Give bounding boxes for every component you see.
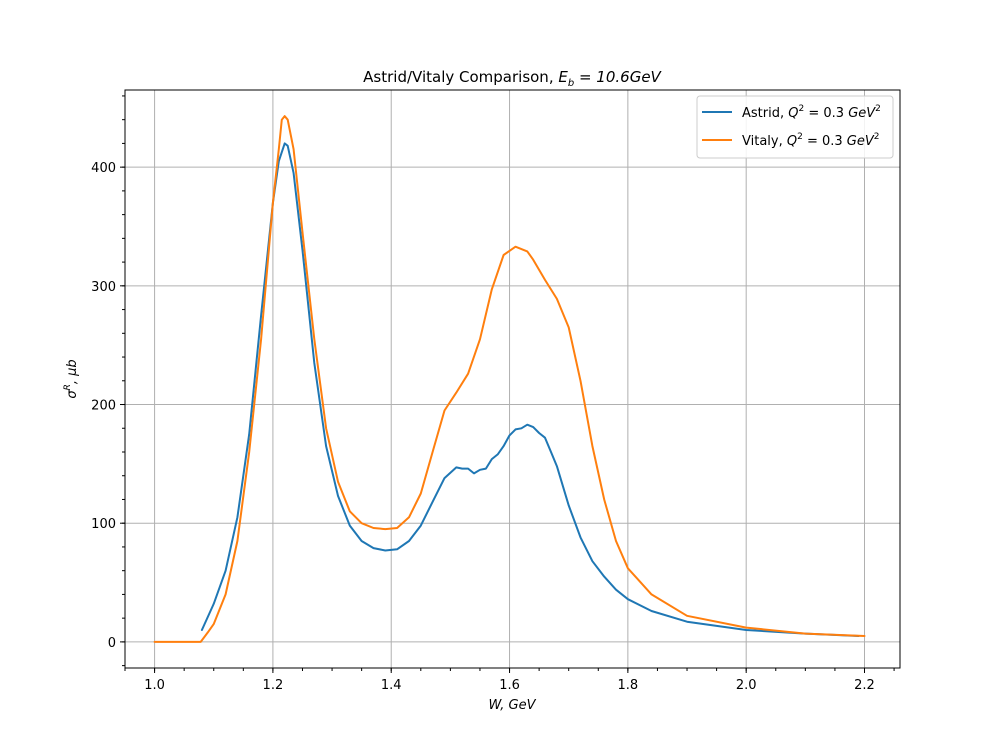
y-tick-label: 200: [91, 399, 116, 414]
x-tick-label: 1.0: [144, 678, 165, 693]
y-axis-label: σR, μb: [63, 359, 80, 398]
x-tick-label: 1.8: [618, 678, 639, 693]
axis-ticks: 1.0 1.2 1.4 1.6 1.8 2.0 2.2 0 100 200 300 400: [91, 95, 895, 693]
series-line-vitaly: [153, 115, 866, 643]
x-tick-label: 2.0: [736, 678, 757, 693]
y-tick-label: 0: [108, 636, 116, 651]
y-tick-label: 400: [91, 161, 116, 176]
x-tick-label: 1.4: [381, 678, 402, 693]
x-tick-label: 1.2: [263, 678, 284, 693]
legend-label-astrid: Astrid, Q2 = 0.3 GeV2: [742, 104, 881, 121]
chart-title: Astrid/Vitaly Comparison, Eb = 10.6GeV: [363, 68, 662, 89]
x-tick-label: 2.2: [854, 678, 875, 693]
y-tick-label: 100: [91, 517, 116, 532]
series-line-astrid: [200, 142, 860, 637]
x-axis-label: W, GeV: [488, 698, 536, 713]
grid: [125, 90, 900, 668]
legend-label-vitaly: Vitaly, Q2 = 0.3 GeV2: [742, 132, 880, 149]
plot-lines: [153, 115, 866, 643]
x-tick-label: 1.6: [499, 678, 520, 693]
legend-box: [696, 95, 894, 159]
plot-frame: [124, 89, 901, 669]
y-tick-label: 300: [91, 280, 116, 295]
legend: Astrid, Q2 = 0.3 GeV2 Vitaly, Q2 = 0.3 G…: [696, 95, 894, 159]
